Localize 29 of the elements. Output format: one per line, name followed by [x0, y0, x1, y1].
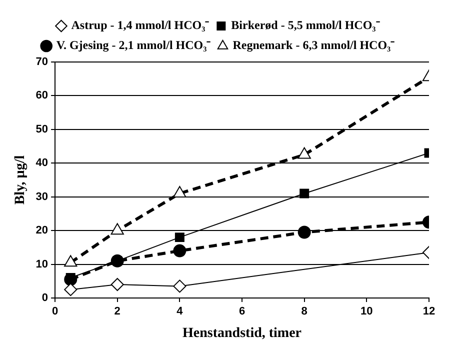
point [174, 232, 184, 242]
x-tick-label: 4 [176, 306, 184, 318]
x-axis-title: Henstandstid, timer [182, 326, 302, 342]
x-tick-label: 8 [301, 306, 308, 318]
y-tick-label: 60 [36, 90, 48, 102]
y-tick-label: 50 [36, 123, 48, 136]
y-tick-label: 40 [36, 157, 48, 170]
x-tick-label: 10 [360, 306, 373, 318]
y-tick-label: 70 [36, 56, 48, 68]
legend-label: Birkerød - 5,5 mmol/l HCO₃⁻ [231, 18, 380, 32]
point [173, 280, 186, 293]
x-tick-label: 6 [238, 306, 246, 318]
y-tick-label: 30 [36, 190, 48, 203]
point [298, 226, 311, 239]
legend-label: V. Gjesing - 2,1 mmol/l HCO₃⁻ [56, 38, 211, 52]
y-tick-label: 0 [42, 292, 48, 304]
y-tick-label: 10 [36, 258, 48, 270]
point [298, 147, 311, 159]
point [173, 244, 186, 258]
legend-label: Astrup - 1,4 mmol/l HCO₃⁻ [71, 18, 210, 32]
x-tick-label: 12 [422, 306, 436, 318]
y-tick-label: 20 [36, 224, 48, 237]
y-axis-title: Bly, µg/l [13, 155, 28, 205]
point [64, 283, 78, 296]
x-tick-label: 0 [52, 306, 58, 318]
legend-label: Regnemark - 6,3 mmol/l HCO₃⁻ [232, 38, 395, 52]
point [110, 278, 124, 292]
point [110, 223, 124, 235]
x-tick-label: 2 [114, 306, 120, 318]
